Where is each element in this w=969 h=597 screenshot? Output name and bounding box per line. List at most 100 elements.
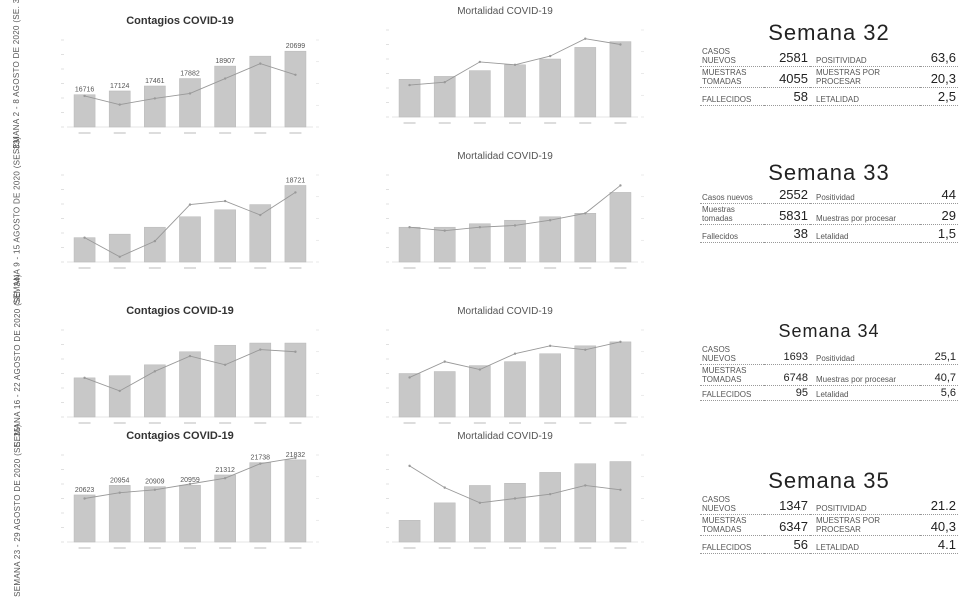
trend-point xyxy=(83,497,86,500)
trend-point xyxy=(584,212,587,215)
chart-title: Contagios COVID-19 xyxy=(126,305,234,317)
porprocesar-label: Muestras por procesar xyxy=(810,203,920,225)
bar xyxy=(433,371,456,418)
letalidad-value: 4.1 xyxy=(920,535,958,554)
chart-title: Contagios COVID-19 xyxy=(126,15,234,27)
bar xyxy=(609,461,632,543)
trend-point xyxy=(548,492,552,496)
trend-point xyxy=(294,456,297,460)
bar xyxy=(539,216,561,263)
bar xyxy=(249,204,272,263)
trend-point xyxy=(443,486,446,489)
porprocesar-value: 20,3 xyxy=(920,66,958,88)
chart-title: Mortalidad COVID-19 xyxy=(457,431,553,442)
chart-svg: Contagios COVID-19 16716 17124 17461 17882 18… xyxy=(61,15,319,134)
porprocesar-label: MUESTRAS POR PROCESAR xyxy=(810,66,920,88)
week-side-label: SEMANA 16 - 22 AGOSTO DE 2020 (SE. 34) xyxy=(2,274,32,447)
trend-point xyxy=(478,226,482,229)
week-title: Semana 33 xyxy=(768,160,890,185)
bar xyxy=(179,484,201,543)
data-label: 18907 xyxy=(215,58,235,65)
bar xyxy=(144,486,166,543)
trend-point xyxy=(153,97,157,100)
bar xyxy=(398,226,421,263)
data-label: 21832 xyxy=(286,452,306,459)
bar xyxy=(609,41,632,118)
trend-point xyxy=(188,92,192,95)
week-side-label: SEMANA 9 - 15 AGOSTO DE 2020 (SE. 33) xyxy=(2,136,32,304)
bar xyxy=(504,219,526,263)
trend-point xyxy=(118,255,121,258)
trend-point xyxy=(478,501,482,505)
trend-point xyxy=(619,184,622,187)
mortalidad-chart: Mortalidad COVID-19 xyxy=(370,300,660,435)
data-label: 20954 xyxy=(110,477,130,484)
positividad-value: 21.2 xyxy=(920,494,958,515)
bar xyxy=(574,213,597,263)
trend-point xyxy=(408,226,411,229)
bar xyxy=(504,361,526,418)
positividad-label: POSITIVIDAD xyxy=(810,494,920,515)
trend-point xyxy=(513,63,517,66)
bar xyxy=(609,341,632,418)
trend-point xyxy=(443,229,446,232)
casos-value: 1693 xyxy=(764,344,810,365)
bar xyxy=(179,78,201,128)
trend-point xyxy=(188,354,192,358)
trend-point xyxy=(408,464,411,468)
week-stats-table: CASOS NUEVOS 1693 Positividad 25,1 MUESTRAS… xyxy=(700,344,958,401)
bar xyxy=(214,209,236,263)
bar xyxy=(504,483,526,543)
chart-title: Mortalidad COVID-19 xyxy=(457,151,553,162)
chart-title: Mortalidad COVID-19 xyxy=(457,306,553,317)
week-row-32: SEMANA 2 - 8 AGOSTO DE 2020 (SE. 32) Con… xyxy=(0,0,969,154)
positividad-value: 44 xyxy=(920,186,958,204)
trend-point xyxy=(223,477,227,480)
casos-value: 2581 xyxy=(764,46,810,67)
data-label: 20909 xyxy=(145,479,165,486)
bar xyxy=(469,70,491,118)
trend-point xyxy=(118,389,121,393)
bar xyxy=(469,365,491,418)
chart-svg: 18721 xyxy=(61,174,319,269)
chart-svg: Contagios COVID-19 xyxy=(61,305,319,424)
bar xyxy=(179,351,201,418)
bar xyxy=(574,463,597,543)
casos-value: 1347 xyxy=(764,494,810,515)
bar xyxy=(214,344,236,418)
trend-point xyxy=(118,103,121,106)
week-summary-card: Semana 32 CASOS NUEVOS 2581 POSITIVIDAD 63,… xyxy=(700,20,958,106)
chart-svg: Mortalidad COVID-19 xyxy=(386,306,644,424)
fallecidos-label: Fallecidos xyxy=(700,224,764,243)
trend-point xyxy=(294,191,297,194)
casos-value: 2552 xyxy=(764,186,810,204)
contagios-chart: Contagios COVID-19 16716 17124 17461 17882 18… xyxy=(45,10,335,145)
fallecidos-label: FALLECIDOS xyxy=(700,535,764,554)
fallecidos-value: 95 xyxy=(764,385,810,401)
bar xyxy=(504,64,526,118)
muestras-label: MUESTRAS TOMADAS xyxy=(700,364,764,386)
bar xyxy=(574,345,597,418)
trend-point xyxy=(153,239,157,243)
data-label: 17882 xyxy=(180,71,200,78)
positividad-value: 25,1 xyxy=(920,344,958,365)
letalidad-label: LETALIDAD xyxy=(810,535,920,554)
bar xyxy=(609,192,632,263)
bar xyxy=(73,377,96,418)
positividad-label: Positividad xyxy=(810,186,920,204)
bar xyxy=(433,502,456,543)
trend-point xyxy=(548,54,552,58)
trend-point xyxy=(259,213,262,217)
bar xyxy=(284,459,307,543)
trend-point xyxy=(619,43,622,46)
bar xyxy=(108,375,131,418)
bar xyxy=(73,494,96,543)
trend-point xyxy=(294,350,297,353)
trend-point xyxy=(478,368,482,371)
trend-point xyxy=(153,370,157,373)
trend-point xyxy=(548,344,552,348)
week-row-35: SEMANA 23 - 29 AGOSTO DE 2020 (SE. 35) C… xyxy=(0,424,969,597)
data-label: 21738 xyxy=(251,455,271,462)
trend-point xyxy=(223,363,227,366)
trend-point xyxy=(443,81,446,84)
